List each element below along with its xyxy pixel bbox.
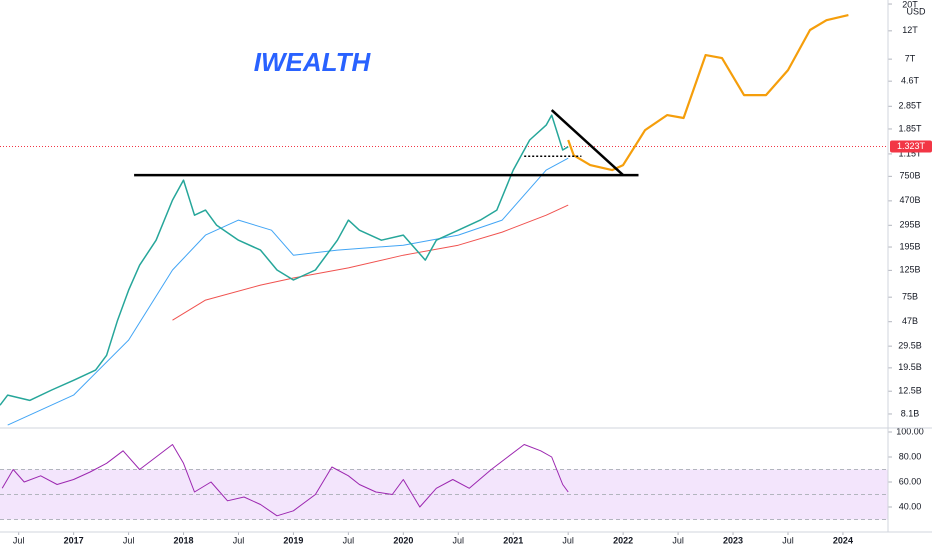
y-tick-label: 75B (902, 292, 918, 302)
series-line (0, 114, 569, 406)
currency-label: USD (906, 6, 926, 16)
chart-title: IWEALTH (254, 47, 372, 77)
x-tick-label: Jul (782, 535, 794, 545)
x-tick-label: 2017 (64, 535, 84, 545)
price-label-box (890, 140, 932, 153)
y-tick-label: 100.00 (896, 426, 924, 436)
y-tick-label: 20T (902, 0, 918, 9)
y-tick-label: 7T (905, 54, 916, 64)
x-tick-label: 2023 (723, 535, 743, 545)
x-tick-label: Jul (453, 535, 465, 545)
series-line (550, 109, 624, 177)
y-tick-label: 60.00 (899, 476, 922, 486)
x-tick-label: Jul (562, 535, 574, 545)
y-tick-label: 29.5B (898, 341, 922, 351)
x-tick-label: Jul (672, 535, 684, 545)
y-tick-label: 40.00 (899, 501, 922, 511)
x-tick-label: 2020 (393, 535, 413, 545)
x-tick-label: 2019 (283, 535, 303, 545)
y-tick-label: 12.5B (898, 386, 922, 396)
y-tick-label: 47B (902, 316, 918, 326)
y-tick-label: 19.5B (898, 362, 922, 372)
y-tick-label: 8.1B (901, 408, 920, 418)
x-tick-label: 2018 (174, 535, 194, 545)
series-line (567, 14, 849, 172)
y-tick-label: 80.00 (899, 451, 922, 461)
y-tick-label: 2.85T (898, 101, 922, 111)
y-tick-label: 1.15T (898, 148, 922, 158)
price-label: 1.323T (897, 141, 926, 151)
y-tick-label: 470B (899, 195, 920, 205)
x-tick-label: Jul (13, 535, 25, 545)
x-tick-label: 2024 (833, 535, 853, 545)
y-tick-label: 750B (899, 171, 920, 181)
y-tick-label: 125B (899, 265, 920, 275)
series-line (7, 157, 569, 426)
y-tick-label: 1.85T (898, 123, 922, 133)
x-tick-label: Jul (123, 535, 135, 545)
series-line (1, 444, 569, 517)
x-tick-label: 2021 (503, 535, 523, 545)
x-tick-label: Jul (233, 535, 245, 545)
y-tick-label: 12T (902, 25, 918, 35)
x-tick-label: 2022 (613, 535, 633, 545)
y-tick-label: 4.6T (901, 76, 920, 86)
y-tick-label: 195B (899, 241, 920, 251)
series-line (172, 204, 569, 321)
x-tick-label: Jul (343, 535, 355, 545)
y-tick-label: 295B (899, 220, 920, 230)
